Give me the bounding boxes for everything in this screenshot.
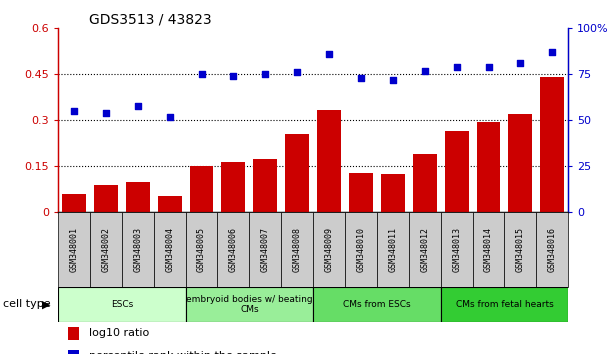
Bar — [254, 159, 277, 212]
Bar — [508, 114, 532, 212]
Bar — [68, 350, 79, 354]
Text: GSM348004: GSM348004 — [165, 227, 174, 272]
Bar — [218, 212, 249, 287]
Bar — [189, 166, 213, 212]
Point — [324, 51, 334, 57]
Bar — [285, 134, 309, 212]
Text: GSM348013: GSM348013 — [452, 227, 461, 272]
Point — [229, 73, 238, 79]
Bar — [413, 154, 437, 212]
Bar — [441, 212, 472, 287]
Point — [133, 103, 142, 108]
Point — [69, 108, 79, 114]
Text: GSM348003: GSM348003 — [133, 227, 142, 272]
Bar — [313, 287, 441, 322]
Point — [484, 64, 494, 70]
Text: GSM348012: GSM348012 — [420, 227, 430, 272]
Bar — [445, 131, 469, 212]
Text: GSM348014: GSM348014 — [484, 227, 493, 272]
Bar — [540, 78, 564, 212]
Text: CMs from fetal hearts: CMs from fetal hearts — [456, 300, 554, 309]
Point — [260, 72, 270, 77]
Text: embryoid bodies w/ beating
CMs: embryoid bodies w/ beating CMs — [186, 295, 313, 314]
Text: GSM348016: GSM348016 — [548, 227, 557, 272]
Point — [420, 68, 430, 74]
Point — [547, 50, 557, 55]
Bar — [158, 195, 181, 212]
Bar — [441, 287, 568, 322]
Bar — [317, 110, 341, 212]
Text: GSM348010: GSM348010 — [356, 227, 365, 272]
Point — [356, 75, 366, 81]
Point — [292, 70, 302, 75]
Text: CMs from ESCs: CMs from ESCs — [343, 300, 411, 309]
Bar — [536, 212, 568, 287]
Text: GDS3513 / 43823: GDS3513 / 43823 — [89, 12, 211, 27]
Bar — [349, 172, 373, 212]
Bar — [409, 212, 441, 287]
Bar — [249, 212, 281, 287]
Text: GSM348002: GSM348002 — [101, 227, 111, 272]
Bar — [126, 182, 150, 212]
Point — [197, 72, 207, 77]
Bar — [505, 212, 536, 287]
Text: GSM348005: GSM348005 — [197, 227, 206, 272]
Bar — [154, 212, 186, 287]
Text: GSM348015: GSM348015 — [516, 227, 525, 272]
Text: GSM348011: GSM348011 — [389, 227, 397, 272]
Text: GSM348009: GSM348009 — [324, 227, 334, 272]
Point — [165, 114, 175, 120]
Bar — [94, 185, 118, 212]
Bar — [186, 212, 218, 287]
Text: ▶: ▶ — [42, 299, 50, 309]
Text: cell type: cell type — [3, 299, 51, 309]
Text: GSM348007: GSM348007 — [261, 227, 270, 272]
Bar — [122, 212, 154, 287]
Point — [452, 64, 461, 70]
Text: GSM348006: GSM348006 — [229, 227, 238, 272]
Point — [101, 110, 111, 116]
Text: GSM348001: GSM348001 — [70, 227, 78, 272]
Text: log10 ratio: log10 ratio — [89, 328, 149, 338]
Bar — [68, 327, 79, 339]
Bar — [221, 162, 246, 212]
Point — [388, 77, 398, 83]
Bar — [472, 212, 505, 287]
Bar — [58, 212, 90, 287]
Point — [516, 61, 525, 66]
Bar — [313, 212, 345, 287]
Bar — [477, 122, 500, 212]
Bar — [58, 287, 186, 322]
Bar — [377, 212, 409, 287]
Bar — [281, 212, 313, 287]
Text: ESCs: ESCs — [111, 300, 133, 309]
Bar — [186, 287, 313, 322]
Bar — [62, 194, 86, 212]
Text: GSM348008: GSM348008 — [293, 227, 302, 272]
Text: percentile rank within the sample: percentile rank within the sample — [89, 351, 277, 354]
Bar — [90, 212, 122, 287]
Bar — [381, 174, 405, 212]
Bar — [345, 212, 377, 287]
